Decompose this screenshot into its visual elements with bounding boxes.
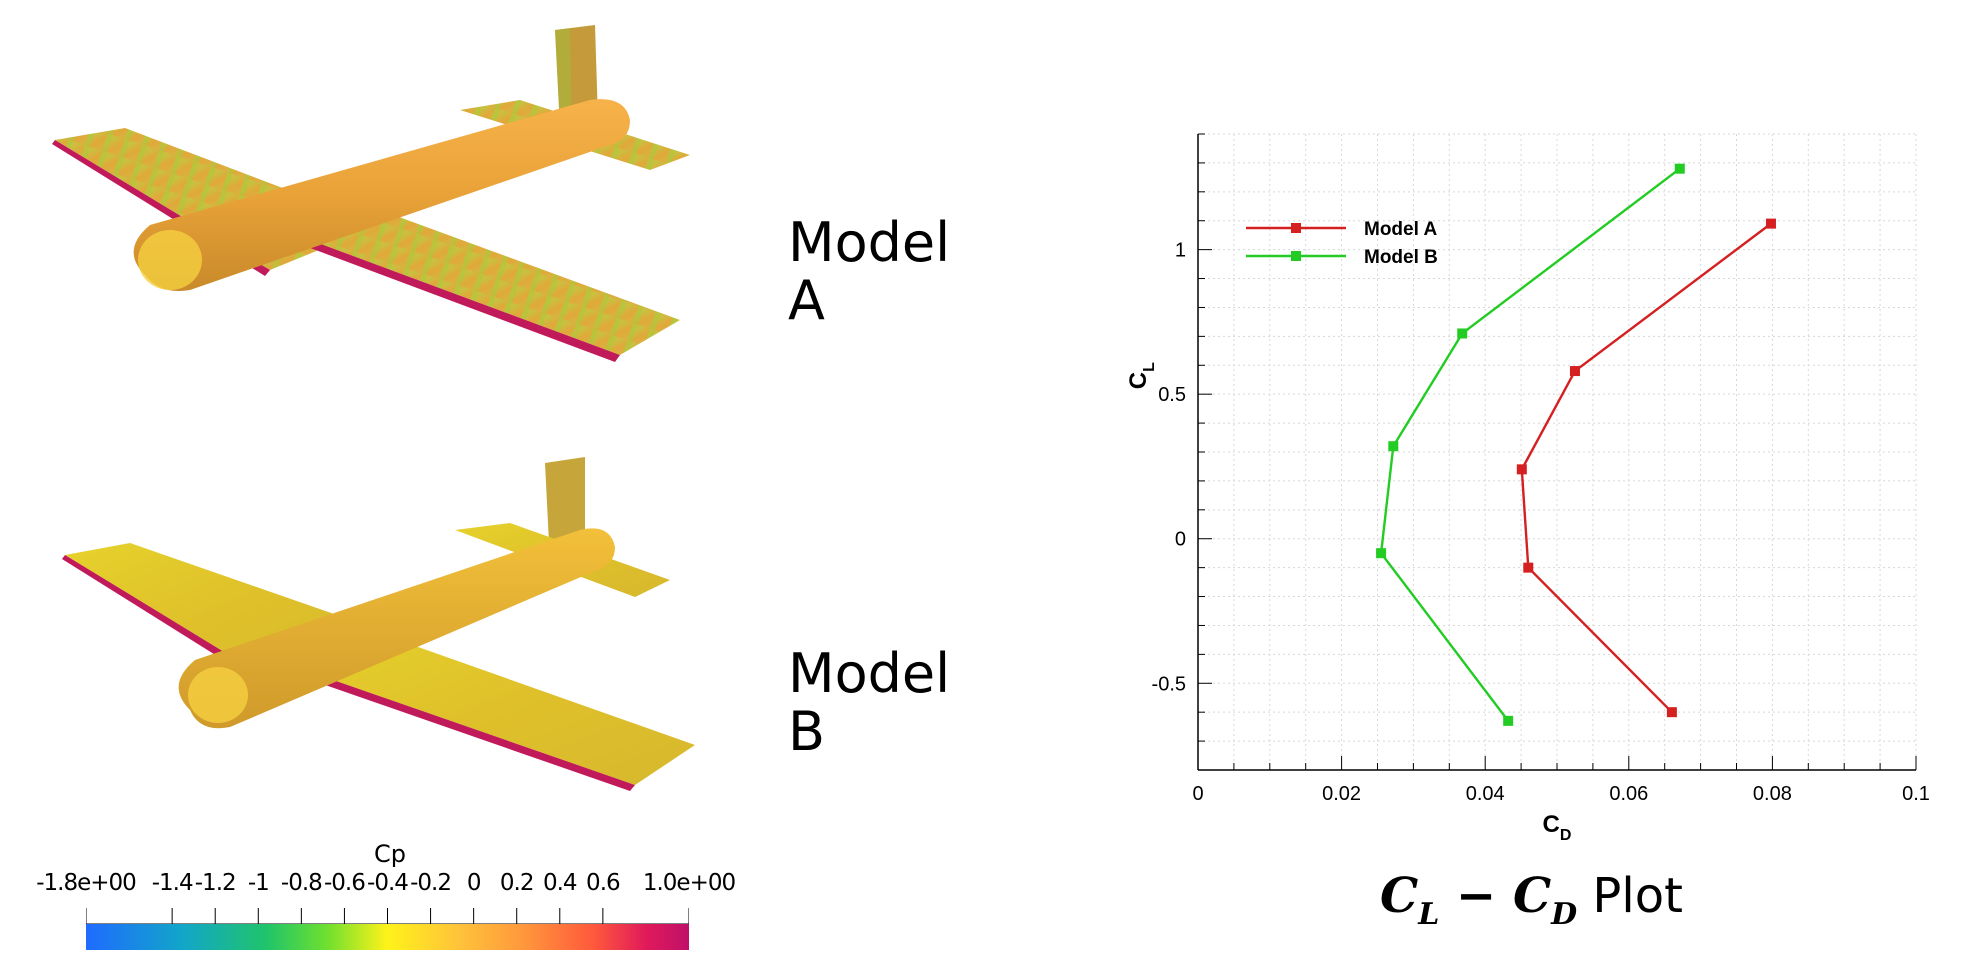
legend-marker: [1291, 223, 1301, 233]
data-point: [1376, 548, 1387, 559]
data-point: [1674, 163, 1685, 174]
chart-caption: CL − CD Plot: [1380, 868, 1683, 938]
model-b-label: Model B: [788, 642, 951, 763]
model-a-render: [52, 25, 690, 362]
colorbar-tick-label: -1.8e+00: [36, 870, 137, 896]
colorbar-tick-label: -0.4: [367, 870, 409, 896]
x-tick-label: 0.02: [1322, 783, 1361, 805]
legend: Model A Model B: [1246, 219, 1438, 268]
data-point: [1457, 328, 1468, 339]
x-tick-label: 0.04: [1466, 783, 1505, 805]
series-model-b: [1376, 163, 1685, 726]
colorbar-tick-labels: -1.8e+00 -1.4 -1.2 -1 -0.8 -0.6 -0.4 -0.2 0 0.2 0.…: [0, 870, 780, 910]
legend-marker: [1291, 251, 1301, 261]
colorbar-tick-label: -0.2: [410, 870, 452, 896]
series-line: [1520, 222, 1772, 714]
x-tick-label: 0.1: [1902, 783, 1930, 805]
x-tick-label: 0.06: [1609, 783, 1648, 805]
y-tick-label: 1: [1175, 240, 1186, 262]
data-point: [1765, 218, 1776, 229]
caption-plot-word: Plot: [1577, 868, 1683, 924]
y-tick-label: 0.5: [1158, 384, 1186, 406]
colorbar-tick-label: 0: [466, 870, 482, 896]
y-axis-label: CL: [1125, 362, 1158, 389]
colorbar-tick-label: -1.4: [151, 870, 194, 896]
colorbar-tick-label: -1: [247, 870, 270, 896]
data-point: [1516, 464, 1527, 475]
caption-cd-main: C: [1512, 868, 1552, 924]
caption-cl-sub: L: [1418, 897, 1440, 932]
model-a-label: Model A: [788, 211, 951, 332]
caption-minus: −: [1439, 868, 1513, 924]
colorbar-tick-label: 0.6: [586, 870, 621, 896]
caption-cl-main: C: [1380, 868, 1419, 924]
legend-label: Model B: [1364, 247, 1438, 268]
data-point: [1503, 715, 1514, 726]
model-b-render: [62, 457, 695, 791]
legend-label: Model A: [1364, 219, 1437, 240]
x-axis-label: CD: [1543, 811, 1572, 840]
cl-cd-chart: 0 0.02 0.04 0.06 0.08 0.1 -0.5 0 0.5 1 CD CL Model A…: [1125, 133, 1930, 840]
colorbar-tick-label: 0.2: [499, 870, 535, 896]
colorbar-tick-label: -1.2: [194, 870, 237, 896]
colorbar-tick-label: 1.0e+00: [642, 870, 736, 896]
x-tick-label: 0.08: [1753, 783, 1792, 805]
series-model-a: [1516, 218, 1776, 718]
colorbar: [86, 924, 689, 950]
caption-cd-sub: D: [1551, 897, 1578, 932]
colorbar-tick-label: -0.6: [323, 870, 366, 896]
data-point: [1388, 441, 1399, 452]
grid: [1197, 133, 1917, 771]
x-tick-label: 0: [1192, 783, 1203, 805]
y-tick-label: -0.5: [1152, 673, 1186, 695]
data-point: [1523, 562, 1534, 573]
colorbar-title: Cp: [374, 840, 406, 868]
y-tick-label: 0: [1175, 529, 1186, 551]
data-point: [1569, 366, 1580, 377]
colorbar-tick-label: -0.8: [280, 870, 323, 896]
colorbar-tick-label: 0.4: [542, 870, 578, 896]
data-point: [1666, 707, 1677, 718]
